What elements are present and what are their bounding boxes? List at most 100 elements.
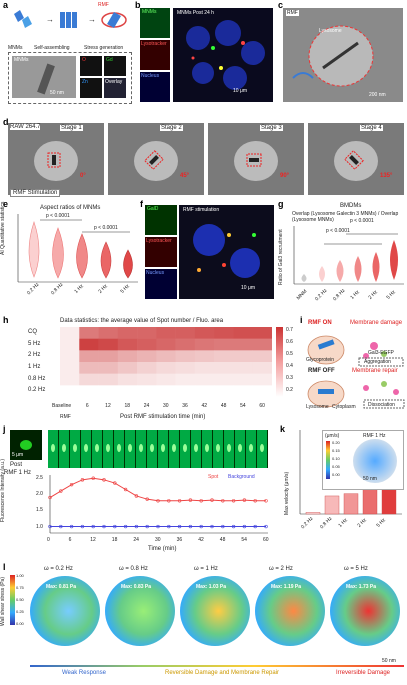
eds-maps: O Gd Zn Overlay [80,56,126,98]
k-cbar-tick: 0.10 [332,456,340,461]
h-col-label: 48 [220,403,227,409]
l-cbar-tick: 1.00 [16,573,24,578]
k-cbar-tick: 0.20 [332,440,340,445]
tem-scale: 50 nm [50,90,64,96]
d-stage-label: Stage 1 [60,125,83,131]
j-xtick: 36 [176,537,183,543]
heatmap-cell [79,362,99,374]
heatmap-cell [137,373,157,386]
j-xtick: 42 [198,537,204,543]
f-ch-lyso: Lysotracker [146,238,172,244]
h-heatmap [60,327,272,397]
l-omega: ω = 0.2 Hz [44,566,73,572]
f-lyso: Lysotracker [145,237,177,267]
kymo-frame [224,430,235,468]
j-legend-bg: Background [228,474,255,480]
e-pval-1: p < 0.0001 [46,213,70,219]
j-post: Post [10,462,23,468]
d-stage-frame: Stage 2 45° [108,123,204,195]
panel-label-l: l [3,562,6,572]
heatmap-cell [252,362,272,374]
l-sphere: Max: 1.19 Pa [255,576,325,646]
k-cbar-tick: 0.00 [332,472,340,477]
e-ylabel: AI Quantitative statistics [0,201,6,255]
f-nucleus: Nucleus [145,269,177,299]
data-point [59,489,63,493]
kymo-frame [202,430,213,468]
j-xtick: 54 [241,537,247,543]
panel-label-e: e [3,199,9,209]
heatmap-cell [233,362,254,374]
kymo-frame [103,430,114,468]
heatmap-cell [175,327,196,339]
tem-image: MNMs 50 nm [12,56,76,98]
h-row-label: 0.8 Hz [28,375,46,382]
j-snapshot: 5 μm [10,430,42,460]
l-omega: ω = 5 Hz [344,566,368,572]
k-sphere [353,439,397,483]
l-ylabel: Wall shear stress (Pa) [0,577,6,626]
eds-gd: Gd [106,57,113,63]
l-max: Max: 0.81 Pa [46,584,77,590]
h-baseline-sub: RMF [60,414,71,420]
data-point [242,524,247,529]
l-sphere: Max: 1.73 Pa [330,576,400,646]
b-merge: MNMs Post 24 h 10 μm [173,8,273,102]
k-cbar-tick: 0.05 [332,464,340,469]
l-cbar-tick: 0.00 [16,621,24,626]
l-sphere: Max: 1.03 Pa [180,576,250,646]
heatmap-cell [175,338,196,351]
heatmap-cell [156,385,176,397]
data-point [253,499,257,503]
l-max: Max: 1.19 Pa [271,584,302,590]
panel-label-i: i [300,315,303,325]
e-violins [28,221,133,279]
j-ytick: 2.5 [36,475,43,482]
heatmap-cell [98,350,119,363]
panel-label-j: j [3,424,6,434]
heatmap-cell [98,373,119,386]
data-point [69,482,74,487]
data-point [91,476,95,480]
kymo-frame [81,430,92,468]
l-sphere: Max: 0.83 Pa [105,576,175,646]
l-omega: ω = 0.8 Hz [119,566,148,572]
e-pval-2: p < 0.0001 [94,225,118,231]
d-cell-label: RAW 264.7 [10,124,41,130]
d-angle: 45° [180,173,190,179]
heatmap-cell [194,338,215,351]
i-cytoplasm: Cytoplasm [332,404,356,410]
l-omega: ω = 2 Hz [269,566,293,572]
data-point [156,524,160,529]
heatmap-cell [60,327,80,339]
step-mnms: MNMs [8,45,23,51]
bar [343,493,359,515]
data-point [188,498,193,502]
panel-label-g: g [278,199,284,209]
data-point [253,524,257,529]
f-scale: 10 μm [241,285,255,291]
b-title: MNMs Post 24 h [177,10,214,16]
j-ytick: 1.5 [36,507,43,514]
l-cbar-tick: 0.75 [16,585,24,590]
heatmap-cell [117,327,138,339]
j-xtick: 0 [47,537,50,543]
i-gal: Gal3-EGFP [368,350,394,356]
data-point [48,524,52,529]
j-scale: 5 μm [12,452,24,458]
d-angle: 90° [280,173,290,179]
c-lysosome: Lysosome [319,28,342,34]
rmf-label-a: RMF [98,2,109,8]
data-point [231,524,236,529]
heatmap-cell [252,327,272,339]
heatmap-cell [98,338,119,351]
c-tem: RMF Lysosome 200 nm [283,8,403,102]
kymo-frame [125,430,136,468]
tem-title: MNMs [14,57,29,63]
j-xtick: 24 [133,537,139,543]
panel-label-a: a [3,0,9,10]
heatmap-cell [79,385,99,397]
heatmap-cell [60,373,80,386]
data-point [242,498,247,502]
h-col-label: 24 [143,403,150,409]
